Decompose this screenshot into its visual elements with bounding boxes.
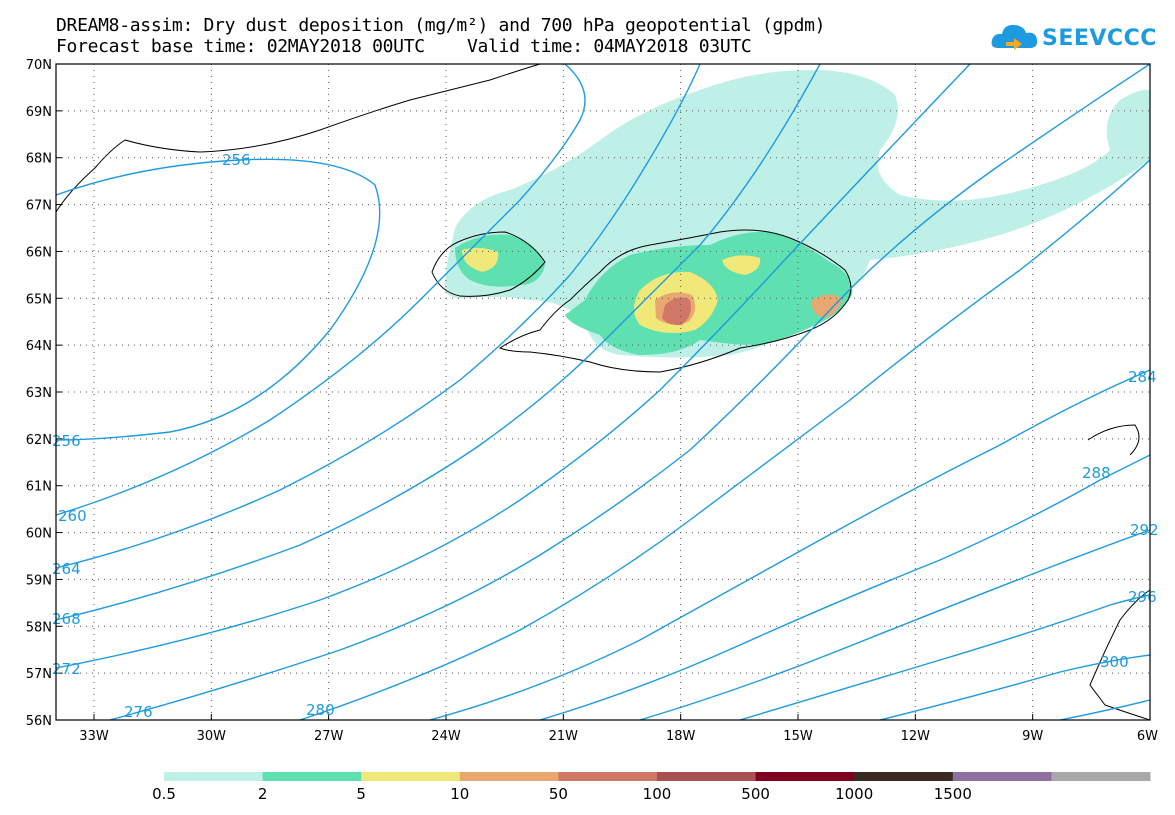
legend-swatch <box>164 772 264 781</box>
contour-264 <box>55 63 701 569</box>
contour-label: 280 <box>306 701 335 719</box>
latitude-labels: 70N 69N 68N 67N 66N 65N 64N 63N 62N 61N 60N 59N 58N 5… <box>26 58 52 729</box>
contour-292 <box>639 529 1151 721</box>
lat-label: 64N <box>26 339 52 354</box>
contour-276 <box>109 63 1151 721</box>
lat-label: 62N <box>26 433 52 448</box>
lon-label: 30W <box>197 729 227 744</box>
legend-swatch <box>558 772 658 781</box>
lon-label: 27W <box>314 729 344 744</box>
contour-label: 288 <box>1082 464 1111 482</box>
contour-272 <box>55 63 971 669</box>
contour-258 <box>55 63 586 516</box>
legend-threshold-label: 1500 <box>933 785 972 803</box>
cloud-icon <box>991 24 1038 50</box>
dust-deposition-layer <box>445 69 1150 358</box>
iceland-coastline <box>498 229 852 373</box>
lon-label: 21W <box>549 729 579 744</box>
dust-area-medium-west <box>455 234 545 287</box>
legend-swatch <box>361 772 461 781</box>
contour-300 <box>879 654 1151 721</box>
legend-threshold-label: 0.5 <box>152 785 176 803</box>
contour-labels: 256 256 260 264 268 272 276 280 284 288 … <box>52 151 1159 721</box>
contour-288 <box>539 454 1151 721</box>
map-frame <box>55 63 1151 721</box>
westfjords-coastline <box>431 231 546 297</box>
coastlines <box>55 63 1151 721</box>
legend-threshold-label: 100 <box>642 785 672 803</box>
contour-label: 292 <box>1130 521 1159 539</box>
lat-label: 68N <box>26 152 52 167</box>
map-subtitle: Forecast base time: 02MAY2018 00UTC Vali… <box>56 36 752 57</box>
contour-label: 272 <box>52 660 81 678</box>
graticule <box>56 63 1151 721</box>
logo-text: SEEVCCC <box>1042 26 1157 51</box>
greenland-coastline <box>55 63 541 213</box>
contour-268 <box>55 63 821 621</box>
lat-label: 56N <box>26 714 52 729</box>
legend-threshold-label: 50 <box>548 785 568 803</box>
lon-label: 18W <box>666 729 696 744</box>
dust-area-red <box>662 297 691 326</box>
lat-label: 59N <box>26 573 52 588</box>
legend-threshold-label: 10 <box>450 785 470 803</box>
dust-area-yellow-3 <box>462 247 499 272</box>
contour-256 <box>55 158 381 441</box>
legend-swatch <box>1051 772 1151 781</box>
lon-label: 24W <box>431 729 461 744</box>
contour-label: 276 <box>124 703 153 721</box>
legend-threshold-label: 1000 <box>835 785 874 803</box>
contour-label: 296 <box>1128 588 1157 606</box>
lat-label: 67N <box>26 199 52 214</box>
legend-swatch <box>755 772 855 781</box>
lon-label: 33W <box>79 729 109 744</box>
lat-label: 61N <box>26 480 52 495</box>
legend-colorbar <box>164 772 1151 781</box>
legend-swatch <box>952 772 1052 781</box>
seevccc-logo: SEEVCCC <box>990 18 1160 58</box>
geopotential-contours <box>55 63 1151 721</box>
lat-label: 69N <box>26 105 52 120</box>
contour-284 <box>429 369 1151 721</box>
dust-area-orange-east <box>811 294 842 318</box>
lat-label: 58N <box>26 620 52 635</box>
contour-label: 264 <box>52 560 81 578</box>
dust-area-yellow-2 <box>722 255 761 275</box>
legend-threshold-label: 2 <box>257 785 268 803</box>
lat-label: 65N <box>26 292 52 307</box>
lat-label: 57N <box>26 667 52 682</box>
lat-label: 63N <box>26 386 52 401</box>
lon-label: 9W <box>1022 729 1043 744</box>
legend-swatch <box>459 772 559 781</box>
scandinavia-coastline <box>1087 424 1140 456</box>
longitude-labels: 33W 30W 27W 24W 21W 18W 15W 12W 9W 6W <box>79 729 1158 744</box>
contour-304 <box>1059 699 1151 721</box>
legend-swatch <box>657 772 757 781</box>
lon-label: 6W <box>1137 729 1158 744</box>
contour-label: 268 <box>52 610 81 628</box>
legend-swatch <box>262 772 362 781</box>
legend-swatch <box>854 772 954 781</box>
contour-label: 256 <box>222 151 251 169</box>
legend-threshold-label: 500 <box>741 785 770 803</box>
contour-280 <box>299 159 1151 721</box>
lon-label: 12W <box>901 729 931 744</box>
contour-label: 260 <box>58 507 87 525</box>
contour-label: 256 <box>52 432 81 450</box>
scotland-coastline <box>1089 589 1151 721</box>
lat-label: 70N <box>26 58 52 73</box>
lat-label: 66N <box>26 245 52 260</box>
contour-296 <box>739 594 1151 721</box>
map-title: DREAM8-assim: Dry dust deposition (mg/m²… <box>56 15 826 36</box>
lat-label: 60N <box>26 527 52 542</box>
contour-label: 284 <box>1128 368 1157 386</box>
contour-label: 300 <box>1100 653 1129 671</box>
legend-threshold-label: 5 <box>356 785 366 803</box>
lon-label: 15W <box>783 729 813 744</box>
